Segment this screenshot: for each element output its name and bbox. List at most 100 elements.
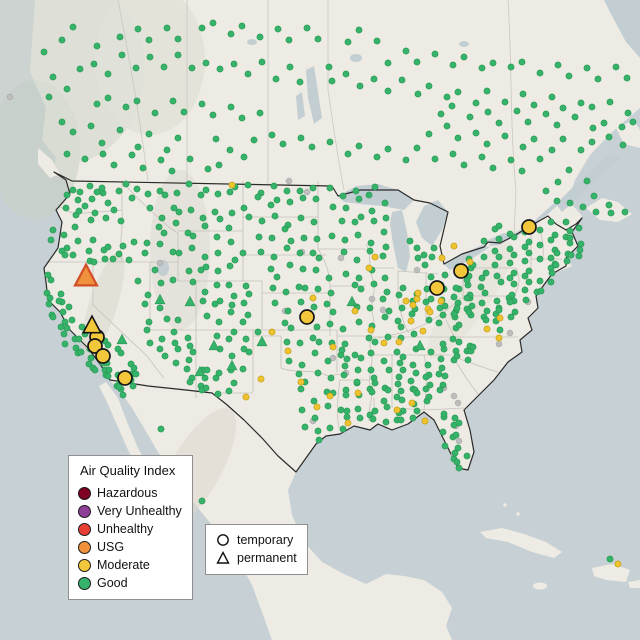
good-monitor-temporary[interactable] — [422, 385, 430, 393]
no-data-monitor[interactable] — [285, 177, 293, 185]
good-monitor-temporary[interactable] — [91, 209, 99, 217]
good-monitor-temporary[interactable] — [189, 278, 197, 286]
good-monitor-temporary[interactable] — [435, 319, 443, 327]
good-monitor-temporary[interactable] — [600, 119, 608, 127]
good-monitor-temporary[interactable] — [339, 425, 347, 433]
good-monitor-temporary[interactable] — [286, 261, 294, 269]
good-monitor-temporary[interactable] — [134, 143, 142, 151]
good-monitor-temporary[interactable] — [536, 255, 544, 263]
good-monitor-temporary[interactable] — [61, 318, 69, 326]
good-monitor-temporary[interactable] — [314, 35, 322, 43]
good-monitor-temporary[interactable] — [583, 177, 591, 185]
good-monitor-temporary[interactable] — [551, 231, 559, 239]
good-monitor-temporary[interactable] — [214, 390, 222, 398]
good-monitor-permanent[interactable] — [184, 295, 196, 307]
good-monitor-temporary[interactable] — [497, 278, 505, 286]
good-monitor-temporary[interactable] — [452, 284, 460, 292]
good-monitor-temporary[interactable] — [228, 352, 236, 360]
good-monitor-temporary[interactable] — [75, 335, 83, 343]
good-monitor-temporary[interactable] — [49, 73, 57, 81]
good-monitor-temporary[interactable] — [326, 320, 334, 328]
good-monitor-temporary[interactable] — [65, 303, 73, 311]
good-monitor-temporary[interactable] — [507, 63, 515, 71]
good-monitor-temporary[interactable] — [156, 240, 164, 248]
good-monitor-temporary[interactable] — [495, 235, 503, 243]
good-monitor-temporary[interactable] — [426, 381, 434, 389]
good-monitor-temporary[interactable] — [353, 378, 361, 386]
good-monitor-temporary[interactable] — [623, 74, 631, 82]
good-monitor-temporary[interactable] — [495, 306, 503, 314]
good-monitor-temporary[interactable] — [413, 58, 421, 66]
good-monitor-temporary[interactable] — [244, 181, 252, 189]
good-monitor-temporary[interactable] — [368, 388, 376, 396]
good-monitor-temporary[interactable] — [163, 146, 171, 154]
good-monitor-temporary[interactable] — [409, 414, 417, 422]
good-monitor-temporary[interactable] — [98, 139, 106, 147]
good-monitor-temporary[interactable] — [566, 227, 574, 235]
moderate-monitor-temporary[interactable] — [365, 264, 373, 272]
good-monitor-temporary[interactable] — [530, 101, 538, 109]
good-monitor-temporary[interactable] — [525, 249, 533, 257]
no-data-monitor[interactable] — [379, 306, 387, 314]
moderate-monitor-temporary[interactable] — [351, 307, 359, 315]
good-monitor-permanent[interactable] — [346, 295, 358, 307]
good-monitor-temporary[interactable] — [484, 108, 492, 116]
good-monitor-temporary[interactable] — [413, 407, 421, 415]
good-monitor-temporary[interactable] — [356, 82, 364, 90]
good-monitor-temporary[interactable] — [577, 99, 585, 107]
good-monitor-temporary[interactable] — [303, 24, 311, 32]
good-monitor-temporary[interactable] — [286, 198, 294, 206]
good-monitor-temporary[interactable] — [160, 229, 168, 237]
good-monitor-temporary[interactable] — [238, 114, 246, 122]
good-monitor-temporary[interactable] — [506, 298, 514, 306]
good-monitor-temporary[interactable] — [189, 232, 197, 240]
good-monitor-temporary[interactable] — [478, 299, 486, 307]
good-monitor-temporary[interactable] — [340, 248, 348, 256]
good-monitor-temporary[interactable] — [314, 285, 322, 293]
good-monitor-temporary[interactable] — [619, 141, 627, 149]
good-monitor-temporary[interactable] — [397, 387, 405, 395]
moderate-monitor-temporary[interactable] — [408, 399, 416, 407]
good-monitor-temporary[interactable] — [342, 204, 350, 212]
good-monitor-temporary[interactable] — [589, 124, 597, 132]
good-monitor-temporary[interactable] — [90, 60, 98, 68]
good-monitor-temporary[interactable] — [102, 214, 110, 222]
good-monitor-temporary[interactable] — [366, 304, 374, 312]
good-monitor-temporary[interactable] — [311, 414, 319, 422]
good-monitor-temporary[interactable] — [209, 111, 217, 119]
good-monitor-temporary[interactable] — [134, 277, 142, 285]
good-monitor-temporary[interactable] — [172, 359, 180, 367]
good-monitor-temporary[interactable] — [395, 373, 403, 381]
moderate-monitor-temporary[interactable] — [426, 308, 434, 316]
good-monitor-temporary[interactable] — [314, 369, 322, 377]
good-monitor-temporary[interactable] — [198, 497, 206, 505]
good-monitor-temporary[interactable] — [128, 194, 136, 202]
good-monitor-temporary[interactable] — [566, 199, 574, 207]
good-monitor-temporary[interactable] — [428, 253, 436, 261]
moderate-monitor-highlight[interactable] — [429, 280, 445, 296]
good-monitor-temporary[interactable] — [125, 256, 133, 264]
moderate-monitor-temporary[interactable] — [242, 393, 250, 401]
good-monitor-temporary[interactable] — [483, 307, 491, 315]
good-monitor-temporary[interactable] — [69, 128, 77, 136]
good-monitor-temporary[interactable] — [341, 362, 349, 370]
good-monitor-temporary[interactable] — [612, 63, 620, 71]
good-monitor-temporary[interactable] — [455, 419, 463, 427]
moderate-monitor-permanent-highlight[interactable] — [81, 314, 103, 334]
good-monitor-temporary[interactable] — [63, 324, 71, 332]
good-monitor-temporary[interactable] — [77, 348, 85, 356]
good-monitor-temporary[interactable] — [213, 332, 221, 340]
good-monitor-temporary[interactable] — [238, 22, 246, 30]
good-monitor-temporary[interactable] — [547, 278, 555, 286]
good-monitor-temporary[interactable] — [186, 155, 194, 163]
good-monitor-temporary[interactable] — [63, 191, 71, 199]
good-monitor-temporary[interactable] — [202, 59, 210, 67]
good-monitor-temporary[interactable] — [257, 248, 265, 256]
good-monitor-temporary[interactable] — [185, 356, 193, 364]
good-monitor-temporary[interactable] — [328, 232, 336, 240]
good-monitor-temporary[interactable] — [151, 109, 159, 117]
good-monitor-temporary[interactable] — [396, 359, 404, 367]
good-monitor-temporary[interactable] — [158, 335, 166, 343]
good-monitor-temporary[interactable] — [129, 382, 137, 390]
